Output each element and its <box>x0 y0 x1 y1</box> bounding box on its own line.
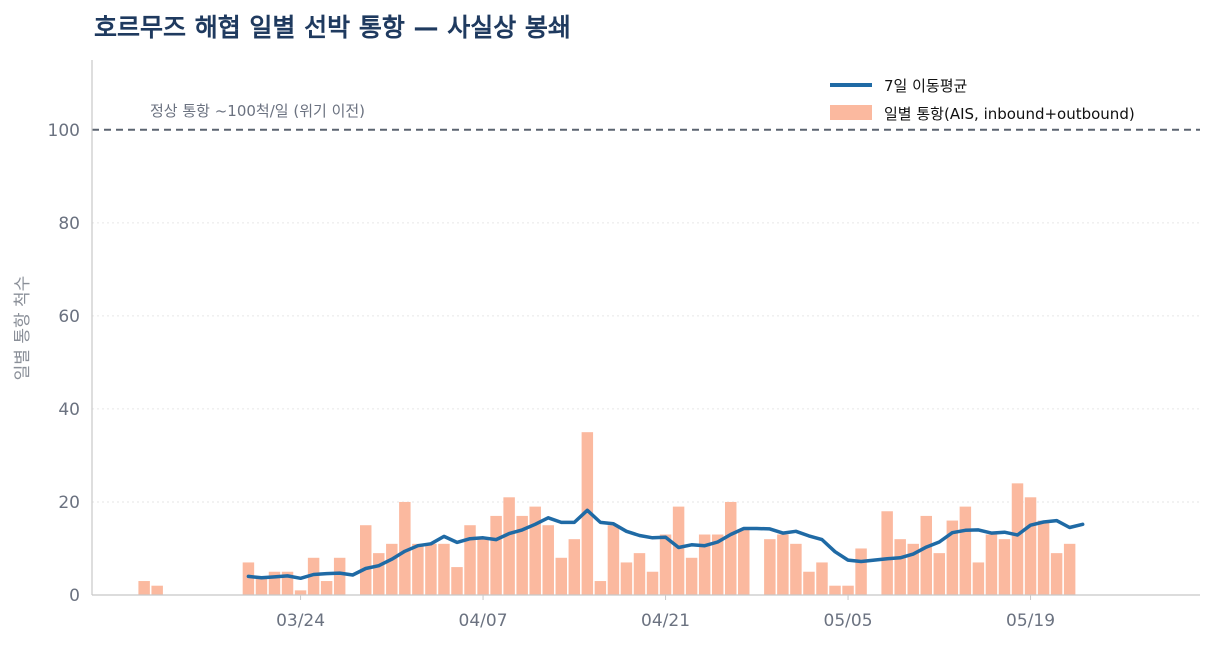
bar <box>399 501 411 595</box>
bar <box>646 571 659 595</box>
x-tick-labels: 03/24 04/07 04/21 05/05 05/19 <box>276 595 1055 631</box>
bar <box>438 543 450 595</box>
bar <box>933 553 946 595</box>
reference-line-label: 정상 통항 ~100척/일 (위기 이전) <box>150 102 365 120</box>
y-tick-label: 100 <box>48 121 80 141</box>
bar <box>620 562 633 595</box>
bar <box>998 539 1011 595</box>
bar <box>920 515 932 595</box>
bar <box>907 543 919 595</box>
bar <box>777 534 789 595</box>
bar <box>607 525 620 595</box>
bar <box>386 543 398 595</box>
bar <box>1011 483 1024 595</box>
x-tick-label: 05/19 <box>1006 611 1055 631</box>
gridlines <box>92 222 1200 503</box>
bar <box>568 539 581 595</box>
bar <box>829 585 841 595</box>
x-tick-label: 04/07 <box>459 611 508 631</box>
bar <box>151 585 163 595</box>
bar <box>138 581 150 595</box>
bar <box>855 548 867 595</box>
bar <box>451 567 463 595</box>
moving-average-series <box>246 508 1085 581</box>
bar <box>894 539 906 595</box>
bar <box>946 520 959 595</box>
bar <box>803 571 815 595</box>
bar <box>738 529 750 595</box>
y-tick-label: 0 <box>69 586 80 606</box>
bar <box>659 534 672 595</box>
bar <box>672 506 685 595</box>
bar <box>1037 520 1050 595</box>
bar <box>516 515 528 595</box>
bar <box>764 539 776 595</box>
y-tick-label: 20 <box>58 493 80 513</box>
y-tick-label: 60 <box>58 307 80 327</box>
bar <box>881 511 893 595</box>
y-axis-title: 일별 통항 척수 <box>13 276 33 381</box>
bar <box>711 534 724 595</box>
bar <box>685 557 698 595</box>
x-tick-label: 04/21 <box>641 611 690 631</box>
bar <box>307 557 320 595</box>
x-tick-label: 03/24 <box>276 611 325 631</box>
bar <box>581 432 594 595</box>
bar <box>529 506 541 595</box>
axes <box>91 60 1200 596</box>
legend-bar-swatch <box>830 105 872 120</box>
legend: 7일 이동평균 일별 통항(AIS, inbound+outbound) <box>830 77 1135 123</box>
legend-label-daily-transits: 일별 통항(AIS, inbound+outbound) <box>884 105 1135 123</box>
bar <box>972 562 985 595</box>
y-tick-label: 80 <box>58 214 80 234</box>
bar <box>255 576 268 595</box>
legend-label-moving-average: 7일 이동평균 <box>884 77 968 95</box>
bar <box>425 543 437 595</box>
reference-line-group: 정상 통항 ~100척/일 (위기 이전) <box>92 102 1200 131</box>
bar <box>633 553 646 595</box>
bar <box>1063 543 1076 595</box>
y-tick-label: 40 <box>58 400 80 420</box>
bar <box>816 562 828 595</box>
y-tick-labels: 0 20 40 60 80 100 <box>48 121 80 606</box>
bar <box>242 562 255 595</box>
bar <box>542 525 554 595</box>
bar <box>412 543 424 595</box>
chart-title: 호르무즈 해협 일별 선박 통항 — 사실상 봉쇄 <box>94 13 571 42</box>
bar <box>464 525 476 595</box>
bar <box>268 571 281 595</box>
bar <box>594 581 607 595</box>
bar <box>281 571 294 595</box>
bar-series <box>138 432 1076 595</box>
bar <box>698 534 711 595</box>
bar <box>555 557 568 595</box>
bar <box>724 501 737 595</box>
bar <box>985 534 998 595</box>
bar <box>477 539 489 595</box>
bar <box>294 590 307 595</box>
bar <box>320 581 333 595</box>
bar <box>490 515 502 595</box>
bar <box>333 557 346 595</box>
bar <box>1050 553 1063 595</box>
bar <box>959 506 972 595</box>
x-tick-label: 05/05 <box>824 611 873 631</box>
bar <box>373 553 385 595</box>
bar <box>1024 497 1037 595</box>
bar <box>360 525 372 595</box>
bar <box>842 585 854 595</box>
moving-average-line <box>246 508 1085 581</box>
bar <box>790 543 802 595</box>
bar <box>503 497 515 595</box>
